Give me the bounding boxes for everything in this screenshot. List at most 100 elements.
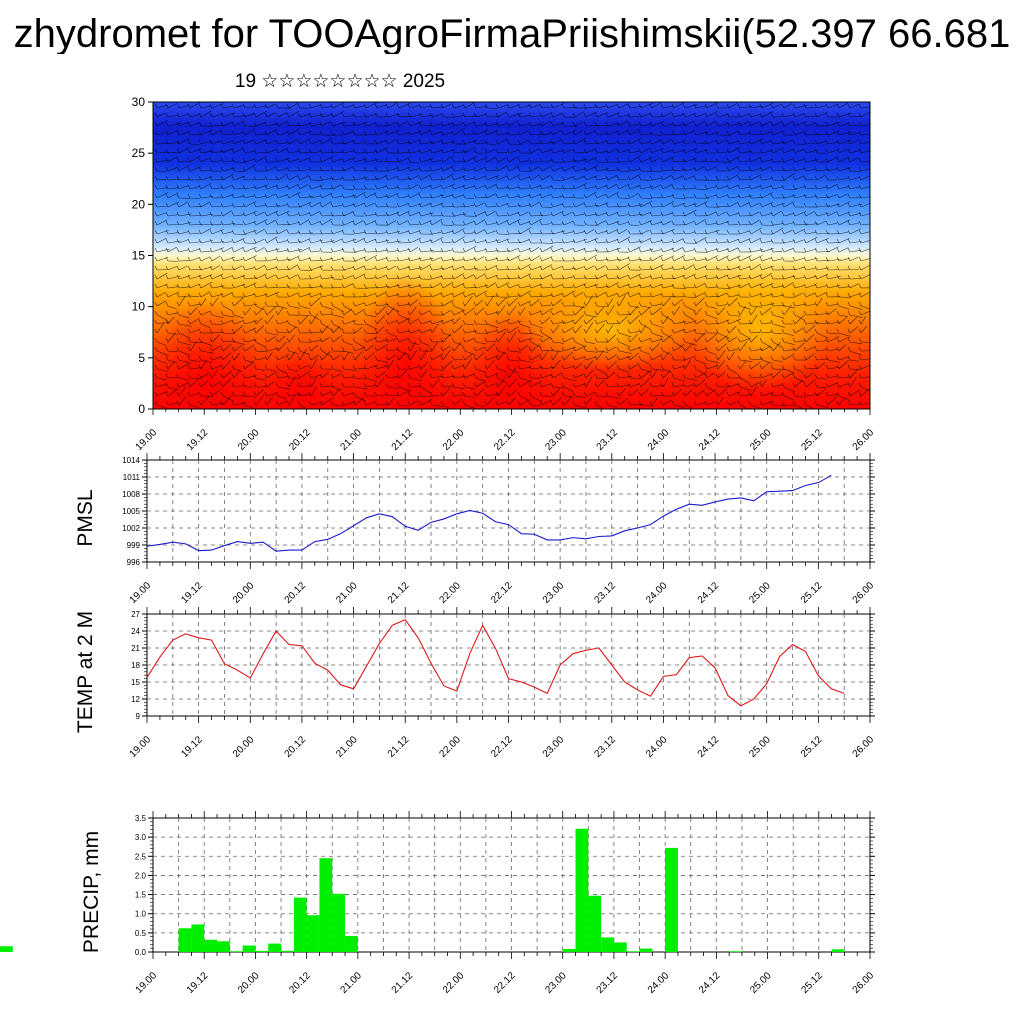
wind-barb (574, 341, 585, 347)
wind-barb (519, 104, 531, 109)
wind-barb-flag (660, 247, 664, 253)
wind-barb (739, 151, 752, 154)
wind-barb-flag (682, 274, 686, 280)
wind-barb-flag (440, 157, 444, 163)
wind-barb (629, 314, 640, 325)
wind-barb (596, 140, 608, 145)
wind-barb-flag (847, 400, 851, 406)
wind-barb (442, 387, 451, 397)
wind-barb-flag (363, 346, 367, 352)
wind-barb (211, 297, 219, 307)
wind-barb-flag (748, 175, 752, 181)
wind-barb (365, 268, 376, 271)
wind-barb-flag (528, 274, 532, 280)
wind-barb-flag (264, 121, 268, 127)
wind-barb (387, 332, 398, 337)
wind-barb-flag (605, 310, 609, 316)
wind-barb (662, 200, 675, 208)
wind-barb (442, 292, 454, 298)
wind-barb (288, 264, 299, 271)
wind-barb-flag (165, 157, 169, 163)
wind-barb-flag (473, 193, 477, 199)
wind-barb-flag (726, 364, 730, 370)
wind-barb (376, 249, 389, 253)
wind-barb (343, 305, 353, 312)
wind-barb (255, 184, 269, 190)
wind-barb (420, 174, 432, 181)
wind-barb (563, 149, 573, 154)
wind-barb-flag (660, 148, 664, 154)
wind-barb-flag (748, 148, 752, 154)
x-tick-label: 25.00 (748, 427, 774, 453)
wind-barb (200, 310, 211, 316)
wind-barb (222, 319, 234, 325)
wind-barb (222, 256, 236, 262)
wind-barb (794, 185, 807, 190)
wind-barb (189, 223, 203, 226)
wind-barb-flag (418, 319, 422, 325)
wind-barb-flag (836, 337, 840, 343)
wind-barb (662, 332, 673, 339)
wind-barb-flag (385, 256, 389, 262)
wind-barb-flag (803, 220, 807, 226)
wind-barb-flag (638, 301, 642, 307)
wind-barb (838, 286, 850, 289)
wind-barb-flag (616, 130, 620, 136)
wind-barb-flag (440, 220, 444, 226)
wind-barb (519, 399, 531, 406)
wind-barb (475, 175, 487, 181)
wind-barb-flag (847, 382, 851, 388)
wind-barb-flag (187, 229, 191, 235)
wind-barb (343, 351, 350, 361)
wind-barb-flag (242, 355, 246, 361)
wind-barb (453, 291, 465, 298)
wind-barb (827, 168, 838, 172)
wind-barb (156, 272, 168, 280)
wind-barb (541, 349, 554, 352)
wind-barb-flag (308, 220, 312, 226)
wind-barb (365, 220, 377, 226)
wind-barb (211, 331, 224, 334)
wind-barb (739, 305, 746, 316)
wind-barb-flag (176, 211, 180, 217)
wind-barb (409, 318, 420, 325)
wind-barb-flag (616, 121, 620, 127)
wind-barb-flag (704, 202, 708, 208)
wind-barb-flag (176, 193, 180, 199)
wind-barb (486, 360, 495, 370)
wind-barb (684, 113, 696, 118)
wind-barb (761, 166, 771, 172)
wind-barb (453, 259, 464, 262)
wind-barb (167, 265, 178, 271)
wind-barb (827, 332, 839, 335)
wind-barb-flag (220, 373, 224, 379)
wind-barb-flag (528, 202, 532, 208)
wind-barb (552, 324, 560, 334)
wind-barb-flag (187, 220, 191, 226)
wind-barb-flag (660, 211, 664, 217)
wind-barb-flag (715, 256, 719, 262)
wind-barb-flag (154, 373, 158, 379)
wind-barb-flag (418, 355, 422, 361)
wind-barb (376, 232, 388, 235)
wind-barb (783, 372, 794, 379)
wind-barb (508, 165, 520, 172)
wind-barb (310, 314, 320, 320)
wind-barb-flag (154, 274, 158, 280)
wind-barb (464, 386, 475, 390)
wind-barb-flag (792, 193, 796, 199)
wind-barb (574, 383, 586, 388)
wind-barb-flag (264, 184, 268, 190)
wind-barb (541, 294, 553, 298)
wind-barb (860, 402, 870, 406)
wind-barb-flag (803, 247, 807, 253)
wind-barb-flag (198, 256, 202, 262)
wind-barb (607, 148, 618, 154)
wind-barb (420, 286, 432, 289)
wind-barb-flag (836, 112, 840, 118)
wind-barb (651, 394, 664, 397)
wind-barb-flag (319, 319, 323, 325)
wind-barb-flag (682, 238, 686, 244)
wind-barb-flag (517, 175, 521, 181)
wind-barb-flag (341, 247, 345, 253)
